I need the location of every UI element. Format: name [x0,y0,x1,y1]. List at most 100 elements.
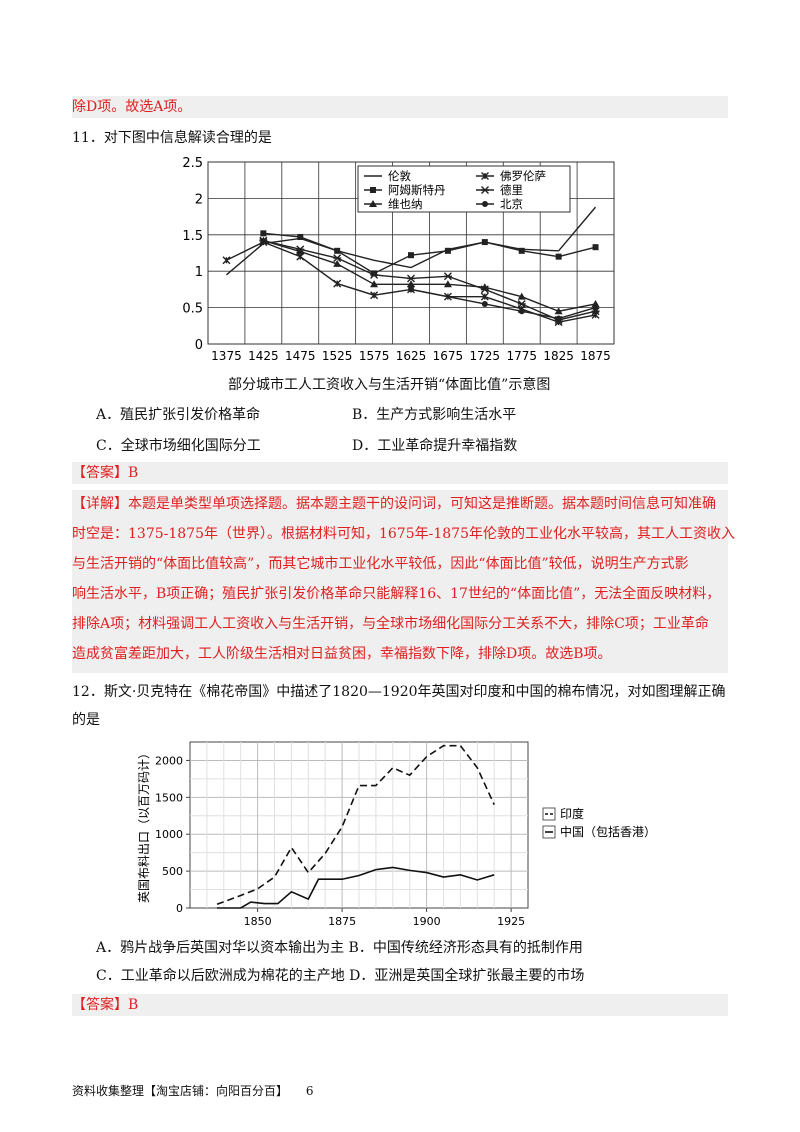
data-point-star [296,245,305,254]
data-point-star [333,254,342,263]
data-point-circle [482,201,488,207]
chart1-series [222,206,600,327]
legend-label: 中国（包括香港） [560,824,656,839]
data-point-cross [481,172,489,180]
data-point-square [444,247,451,254]
y-tick-label: 2 [195,192,203,207]
x-tick-label: 1725 [470,349,501,363]
series-line [226,206,597,276]
q11-answer: 【答案】B [72,465,139,481]
data-point-circle [518,308,525,315]
series-line-india [216,744,495,906]
data-point-star [443,272,452,281]
data-point-star [480,285,489,294]
q12-stem-line1: 12．斯文·贝克特在《棉花帝国》中描述了1820—1920年英国对印度和中国的棉… [72,684,726,700]
y-tick-label: 0 [195,338,203,353]
series-line [263,239,596,312]
x-tick-label: 1825 [543,349,574,363]
legend-label: 维也纳 [388,197,423,211]
data-point-circle [481,300,488,307]
explanation-line: 与生活开销的“体面比值较高”，而其它城市工业化水平较低，因此“体面比值”较低，说… [72,556,689,572]
data-point-cross [333,279,342,288]
chart2-series [216,744,495,909]
legend-label: 德里 [500,183,523,197]
q12-stem-line2: 的是 [72,712,100,728]
x-tick-label: 1475 [285,349,316,363]
q11-stem: 11．对下图中信息解读合理的是 [72,130,272,146]
y-axis-label: 英国布料出口（以百万码计） [137,747,151,903]
data-point-square [408,252,414,259]
explanation-line: 造成贫富差距加大，工人阶级生活相对日益贫困，幸福指数下降，排除D项。故选B项。 [72,646,612,662]
legend-key-box [542,807,556,821]
data-point-star [407,274,415,283]
data-point-square [334,247,341,254]
explanation-line: 【详解】本题是单类型单项选择题。据本题主题干的设问词，可知这是推断题。据本题时间… [72,496,716,512]
data-point-star [370,270,379,279]
data-point-triangle [296,247,305,255]
q11-option-d: D．工业革命提升幸福指数 [352,438,518,454]
data-point-triangle [333,259,342,267]
explanation-line: 响生活水平，B项正确；殖民扩张引发价格革命只能解释16、17世纪的“体面比值”，… [72,586,721,602]
legend-label: 北京 [500,197,523,211]
q12-chart: 0 500 1000 1500 2000 1850 1875 1900 1925 英国布料出口（以… [137,741,656,928]
series-line-china [217,866,495,909]
y-tick-label: 1500 [155,791,183,804]
q11-answer-block: 【答案】B [72,462,728,484]
x-tick-label: 1525 [322,349,353,363]
q11-chart-caption: 部分城市工人工资收入与生活开销“体面比值”示意图 [228,377,551,393]
q11-explanation: 【详解】本题是单类型单项选择题。据本题主题干的设问词，可知这是推断题。据本题时间… [72,490,735,673]
q11-option-c: C．全球市场细化国际分工 [96,438,261,454]
q12-answer-block: 【答案】B [72,994,728,1016]
q12-option-cd: C．工业革命以后欧洲成为棉花的主产地 D．亚洲是英国全球扩张最主要的市场 [96,968,585,984]
data-point-circle [592,304,599,311]
x-tick-label: 1375 [211,349,242,363]
chart2-axes: 0 500 1000 1500 2000 1850 1875 1900 1925 英国布料出口（以… [137,747,525,928]
x-tick-label: 1875 [580,349,611,363]
x-tick-label: 1575 [359,349,390,363]
data-point-square [371,270,378,277]
x-tick-label: 1875 [328,915,356,928]
x-tick-label: 1675 [433,349,464,363]
y-tick-label: 0.5 [182,302,203,317]
prev-answer-tail: 除D项。故选A项。 [72,99,192,115]
y-tick-label: 1000 [155,828,183,841]
data-point-square [481,239,488,246]
x-tick-label: 1850 [244,915,272,928]
chart1-axes: 0 0.5 1 1.5 2 2.5 1375 1425 1475 1525 1575 1625 1675… [182,156,611,363]
data-point-square [370,187,376,193]
data-point-circle [555,315,562,322]
legend-label: 佛罗伦萨 [500,169,546,183]
data-point-square [518,247,525,254]
explanation-line: 时空是：1375-1875年（世界）。根据材料可知，1675年-1875年伦敦的… [72,526,735,542]
x-tick-label: 1900 [413,915,441,928]
explanation-line: 排除A项；材料强调工人工资收入与生活开销，与全球市场细化国际分工关系不大，排除C… [72,616,709,632]
data-point-star [259,236,268,245]
y-tick-label: 2000 [155,754,183,767]
data-point-triangle [407,280,415,288]
y-tick-label: 1 [195,265,203,280]
data-point-triangle [443,280,452,288]
data-point-triangle [591,299,600,307]
x-tick-label: 1775 [506,349,537,363]
data-point-square [592,244,599,251]
data-point-cross [370,291,379,300]
y-tick-label: 500 [162,865,183,878]
data-point-square [555,253,562,260]
y-tick-label: 1.5 [182,229,203,244]
data-point-circle [408,286,414,293]
series-line [263,232,596,275]
legend-label: 印度 [560,806,584,821]
chart2-grid [189,741,529,909]
q12-option-ab: A．鸦片战争后英国对华以资本输出为主 B．中国传统经济形态具有的抵制作用 [96,940,583,956]
data-point-star [517,299,526,308]
y-tick-label: 2.5 [182,156,203,171]
data-point-cross [296,252,305,261]
data-point-triangle [517,292,526,300]
x-tick-label: 1425 [248,349,279,363]
data-point-star [481,186,489,194]
page-number: 6 [305,1084,314,1098]
q11-option-a: A．殖民扩张引发价格革命 [96,407,261,423]
data-point-triangle [554,307,563,315]
data-point-cross [591,310,600,319]
